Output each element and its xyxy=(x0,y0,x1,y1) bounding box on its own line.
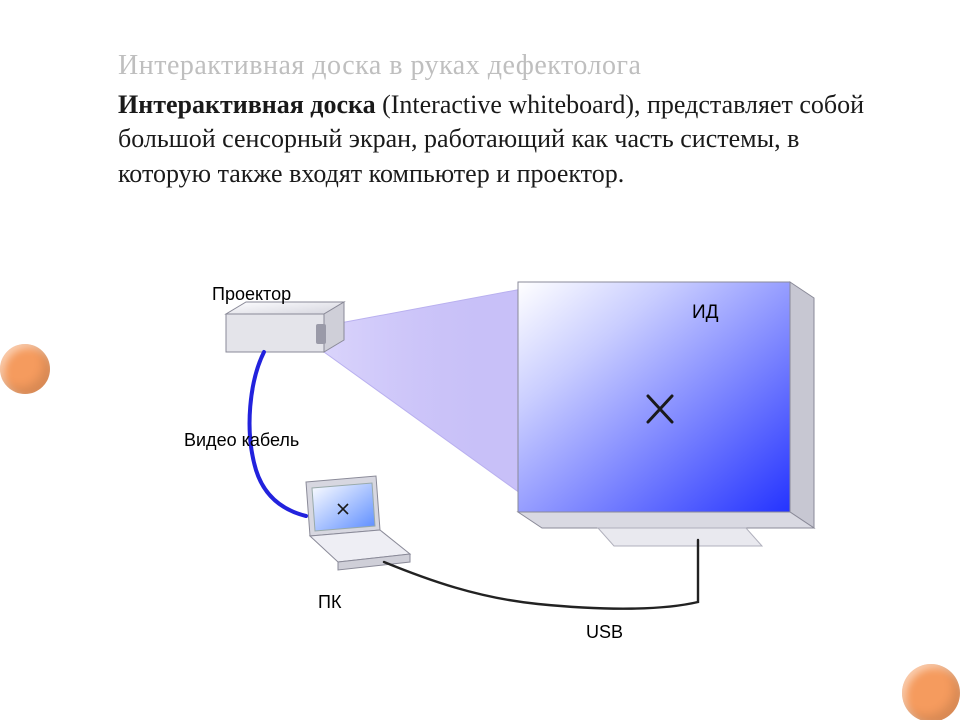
system-diagram: Проектор ИД Видео кабель ПК USB xyxy=(178,280,818,678)
slide: Интерактивная доска в руках дефектолога … xyxy=(0,0,960,720)
whiteboard-icon xyxy=(518,282,814,546)
accent-dot-right-icon xyxy=(902,664,960,720)
body-bold: Интерактивная доска xyxy=(118,90,376,119)
label-video-cable: Видео кабель xyxy=(184,430,299,451)
label-usb: USB xyxy=(586,622,623,643)
accent-dot-left-icon xyxy=(0,344,50,394)
slide-title: Интерактивная доска в руках дефектолога xyxy=(118,50,842,82)
label-projector: Проектор xyxy=(212,284,291,305)
beam-icon xyxy=(324,286,538,506)
body-text: Интерактивная доска (Interactive whitebo… xyxy=(118,88,878,191)
diagram-svg xyxy=(178,280,818,680)
laptop-icon xyxy=(306,476,410,570)
usb-cable-icon xyxy=(384,540,698,609)
label-board: ИД xyxy=(692,302,719,324)
projector-icon xyxy=(226,302,344,352)
label-pc: ПК xyxy=(318,592,341,613)
